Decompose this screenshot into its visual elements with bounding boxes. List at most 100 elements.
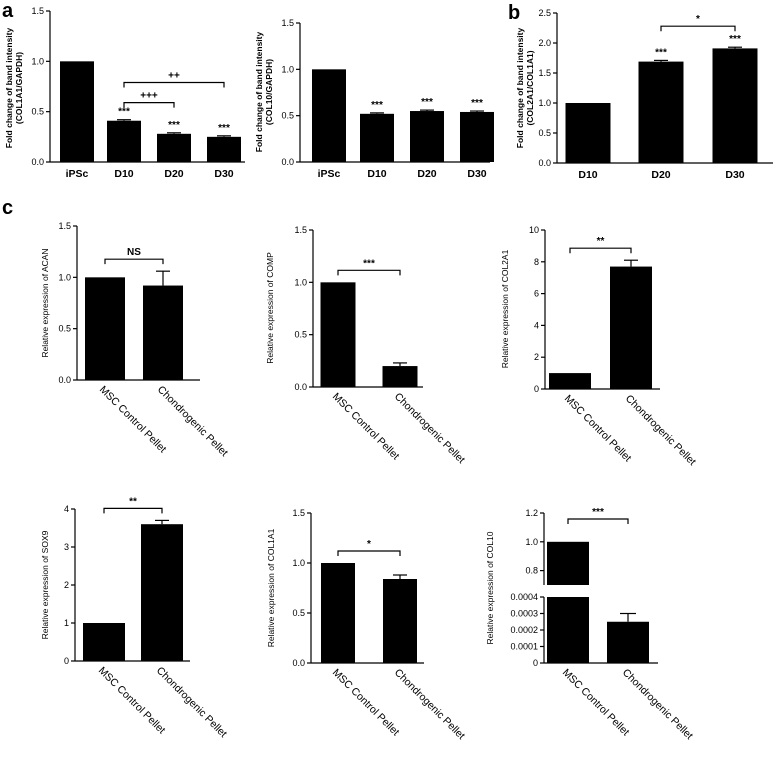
significance-bracket — [567, 518, 629, 524]
panel-label-a: a — [2, 0, 14, 22]
x-tick-label: Chondrogenic Pellet — [620, 667, 695, 742]
significance-label: ** — [597, 236, 605, 247]
significance-label: * — [367, 539, 371, 550]
y-axis-subtitle: (COL2A1/COL1A1) — [525, 50, 535, 125]
y-tick-label: 0.0 — [292, 658, 305, 668]
y-axis-title: Fold change of band intensity — [254, 32, 264, 153]
y-axis-title-group: Relative expression of COL2A1 — [500, 249, 510, 368]
y-axis-title-group: Relative expression of COMP — [265, 252, 275, 364]
significance-mark: *** — [421, 97, 433, 108]
y-tick-label: 1.5 — [294, 225, 307, 235]
x-tick-label: D30 — [467, 168, 486, 180]
bar — [410, 111, 444, 162]
bar — [157, 133, 191, 162]
y-axis-title: Relative expression of COMP — [265, 252, 275, 364]
significance-label: *** — [363, 258, 375, 269]
y-axis-subtitle: (COL10/GAPDH) — [264, 59, 274, 125]
significance-bracket — [123, 102, 175, 108]
y-tick-label: 0.0 — [31, 157, 44, 167]
bar — [565, 103, 611, 163]
bar — [638, 61, 684, 163]
y-axis-title: Relative expression of COL10 — [485, 531, 495, 644]
y-tick-label: 0 — [533, 658, 538, 668]
y-tick-label: 1.5 — [58, 221, 71, 231]
significance-mark: *** — [655, 47, 667, 58]
y-tick-label: 0.5 — [281, 111, 294, 121]
bar — [83, 623, 125, 661]
bar — [383, 579, 417, 663]
y-tick-label: 0.5 — [31, 107, 44, 117]
y-tick-label: 4 — [534, 320, 539, 330]
significance-bracket — [103, 507, 163, 514]
y-tick-label: 2 — [64, 580, 69, 590]
bar — [547, 597, 589, 663]
significance-mark: *** — [168, 120, 180, 131]
y-tick-label: 1.5 — [538, 68, 551, 78]
y-tick-label: 0.0004 — [510, 592, 538, 602]
y-tick-label: 8 — [534, 257, 539, 267]
y-tick-label: 0.5 — [538, 128, 551, 138]
y-tick-label: 1.0 — [31, 56, 44, 66]
significance-bracket — [569, 247, 632, 254]
bar — [547, 541, 589, 585]
chart-c3: 0 2 4 6 8 10 Relative expression of COL2A1 MSC … — [500, 225, 698, 468]
y-tick-label: 0.0001 — [510, 642, 538, 652]
significance-label: *** — [592, 507, 604, 518]
bar — [549, 373, 591, 389]
significance-bracket — [660, 25, 736, 32]
panel-label-c: c — [2, 197, 13, 219]
significance-bracket — [123, 81, 225, 88]
chart-c5: 0.0 0.5 1.0 1.5 Relative expression of COL1A… — [266, 508, 467, 742]
x-tick-label: iPSc — [66, 168, 89, 180]
y-tick-label: 1.5 — [281, 18, 294, 28]
y-axis-title: Fold change of band intensity — [4, 28, 14, 149]
bar — [607, 621, 649, 663]
x-tick-label: MSC Control Pellet — [560, 667, 632, 739]
y-tick-label: 0 — [534, 384, 539, 394]
y-axis-title: Relative expression of ACAN — [40, 248, 50, 357]
y-tick-label: 0.0 — [281, 157, 294, 167]
significance-mark: *** — [729, 34, 741, 45]
x-tick-label: D20 — [417, 168, 436, 180]
bar — [360, 113, 394, 162]
bar — [321, 563, 355, 663]
y-axis-title-group: Fold change of band intensity (COL10/GAPD… — [254, 32, 274, 153]
y-tick-label: 10 — [529, 225, 539, 235]
significance-mark: *** — [371, 100, 383, 111]
x-tick-label: D30 — [725, 169, 744, 181]
y-axis-title: Fold change of band intensity — [515, 28, 525, 149]
y-tick-label: 0.5 — [294, 330, 307, 340]
x-tick-label: D20 — [651, 169, 670, 181]
bar — [85, 277, 125, 380]
y-tick-label: 6 — [534, 289, 539, 299]
x-tick-label: MSC Control Pellet — [330, 667, 402, 739]
bar — [312, 69, 346, 162]
y-tick-label: 0.0003 — [510, 609, 538, 619]
chart-a2: 0.0 0.5 1.0 1.5 Fold change of band intensit… — [254, 18, 494, 180]
significance-label: ** — [129, 496, 137, 507]
significance-bracket — [337, 550, 401, 556]
x-tick-label: MSC Control Pellet — [562, 393, 634, 465]
x-tick-label: D10 — [578, 169, 597, 181]
y-axis-title: Relative expression of COL1A1 — [266, 528, 276, 647]
x-tick-label: Chondrogenic Pellet — [392, 667, 467, 742]
significance-bracket — [104, 258, 164, 265]
y-axis-title-group: Fold change of band intensity (COL1A1/GAP… — [4, 28, 24, 149]
bar — [712, 48, 758, 163]
significance-bracket — [337, 269, 401, 276]
y-axis-title: Relative expression of COL2A1 — [500, 249, 510, 368]
y-tick-label: 1.2 — [525, 508, 538, 518]
x-tick-label: MSC Control Pellet — [330, 391, 402, 463]
x-tick-label: iPSc — [318, 168, 341, 180]
x-tick-label: D10 — [367, 168, 386, 180]
y-tick-label: 2.5 — [538, 8, 551, 18]
y-axis-title-group: Relative expression of COL10 — [485, 531, 495, 644]
y-tick-label: 1.0 — [292, 558, 305, 568]
y-tick-label: 0.0 — [58, 375, 71, 385]
y-axis-subtitle: (COL1A1/GAPDH) — [14, 52, 24, 124]
bar — [143, 285, 183, 380]
y-tick-label: 0 — [64, 656, 69, 666]
